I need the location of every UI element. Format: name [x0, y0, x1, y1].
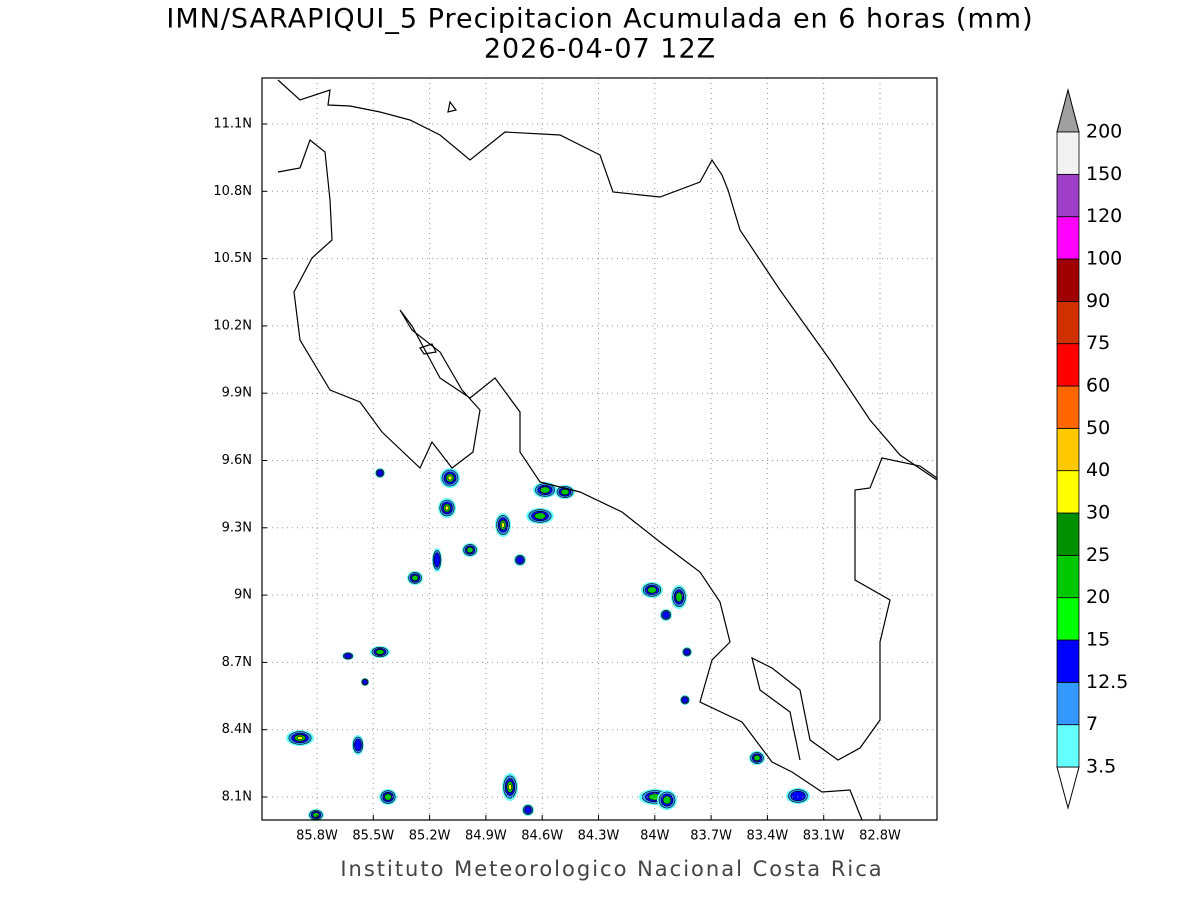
rain-cell [447, 475, 453, 481]
lon-label: 85.2W [409, 829, 451, 844]
colorbar-segment [1056, 512, 1080, 556]
rain-cell [524, 806, 532, 814]
rain-cell [539, 486, 551, 494]
colorbar-segment [1056, 724, 1080, 768]
lon-label: 82.8W [859, 829, 901, 844]
rain-cell [753, 754, 761, 762]
lat-label: 9.3N [222, 520, 252, 535]
lon-label: 85.8W [296, 829, 338, 844]
map-frame [261, 77, 938, 821]
colorbar-label: 7 [1086, 713, 1098, 735]
lon-label: 84.6W [521, 829, 563, 844]
rain-cell [354, 738, 362, 752]
colorbar-label: 200 [1086, 121, 1122, 143]
rain-cell [790, 790, 806, 802]
grid: 85.8W 85.5W 85.2W 84.9W 84.6W 84.3W 84W 83.7W 83… [213, 78, 937, 844]
lon-label: 85.5W [352, 829, 394, 844]
colorbar-segment [1056, 258, 1080, 302]
colorbar-label: 50 [1086, 417, 1110, 439]
rain-cell [560, 488, 570, 496]
rain-cell [433, 552, 441, 568]
lon-label: 83.1W [803, 829, 845, 844]
colorbar-segment [1056, 597, 1080, 641]
colorbar-label: 100 [1086, 248, 1122, 270]
lon-label: 84W [640, 829, 670, 844]
lat-label: 9N [234, 588, 252, 603]
lat-label: 10.2N [213, 318, 252, 333]
colorbar-segment [1056, 216, 1080, 260]
lat-label: 10.5N [213, 251, 252, 266]
rain-cell [296, 736, 304, 740]
rain-cell [501, 522, 505, 528]
rain-cell [662, 795, 672, 805]
rain-cell [534, 512, 546, 520]
colorbar-label: 12.5 [1086, 671, 1128, 693]
rain-cell [516, 556, 524, 564]
title: IMN/SARAPIQUI_5 Precipitacion Acumulada … [166, 4, 1033, 35]
rain-cell [344, 653, 352, 659]
rain-cell [647, 586, 657, 594]
colorbar-segment [1056, 131, 1080, 175]
rain-cell [312, 812, 320, 818]
colorbar-label: 90 [1086, 290, 1110, 312]
colorbar-segment [1056, 554, 1080, 599]
rain-cell [466, 546, 474, 554]
colorbar-label: 40 [1086, 459, 1110, 481]
rain-cell [376, 469, 384, 477]
lat-label: 8.1N [222, 790, 252, 805]
colorbar-top [1056, 88, 1080, 133]
rain-cell [411, 574, 419, 582]
colorbar-label: 75 [1086, 332, 1110, 354]
precipitation [286, 468, 810, 821]
rain-cell [683, 648, 691, 656]
lat-label: 9.9N [222, 386, 252, 401]
colorbar-label: 30 [1086, 502, 1110, 524]
lon-label: 84.9W [465, 829, 507, 844]
lon-label: 83.7W [690, 829, 732, 844]
colorbar-label: 15 [1086, 629, 1110, 651]
subtitle: 2026-04-07 12Z [484, 34, 716, 65]
coastline [277, 79, 938, 821]
colorbar-segment [1056, 385, 1080, 429]
colorbar-segment [1056, 343, 1080, 387]
lat-label: 11.1N [213, 117, 252, 132]
footer: Instituto Meteorologico Nacional Costa R… [340, 857, 883, 881]
rain-cell [444, 505, 450, 511]
lon-label: 84.3W [578, 829, 620, 844]
lat-label: 8.4N [222, 722, 252, 737]
colorbar-label: 3.5 [1086, 756, 1116, 778]
lat-label: 8.7N [222, 655, 252, 670]
colorbar-segment [1056, 300, 1080, 345]
lon-label: 83.4W [746, 829, 788, 844]
rain-cell [675, 591, 683, 603]
colorbar-segment [1056, 639, 1080, 683]
colorbar-segment [1056, 173, 1080, 218]
lat-label: 10.8N [213, 184, 252, 199]
rain-cell [681, 696, 689, 704]
rain-cell [375, 649, 385, 655]
colorbar-segment [1056, 427, 1080, 472]
lat-label: 9.6N [222, 453, 252, 468]
rain-cell [508, 783, 512, 791]
colorbar: 3.5 7 12.5 15 20 25 30 40 50 60 75 90 100 120 150 200 [1056, 88, 1128, 810]
colorbar-label: 60 [1086, 375, 1110, 397]
colorbar-label: 20 [1086, 586, 1110, 608]
colorbar-bottom [1056, 766, 1080, 810]
colorbar-label: 120 [1086, 205, 1122, 227]
rain-cell [662, 611, 670, 619]
rain-cell [362, 679, 368, 685]
colorbar-segment [1056, 470, 1080, 514]
colorbar-label: 150 [1086, 163, 1122, 185]
colorbar-label: 25 [1086, 544, 1110, 566]
colorbar-segment [1056, 681, 1080, 726]
